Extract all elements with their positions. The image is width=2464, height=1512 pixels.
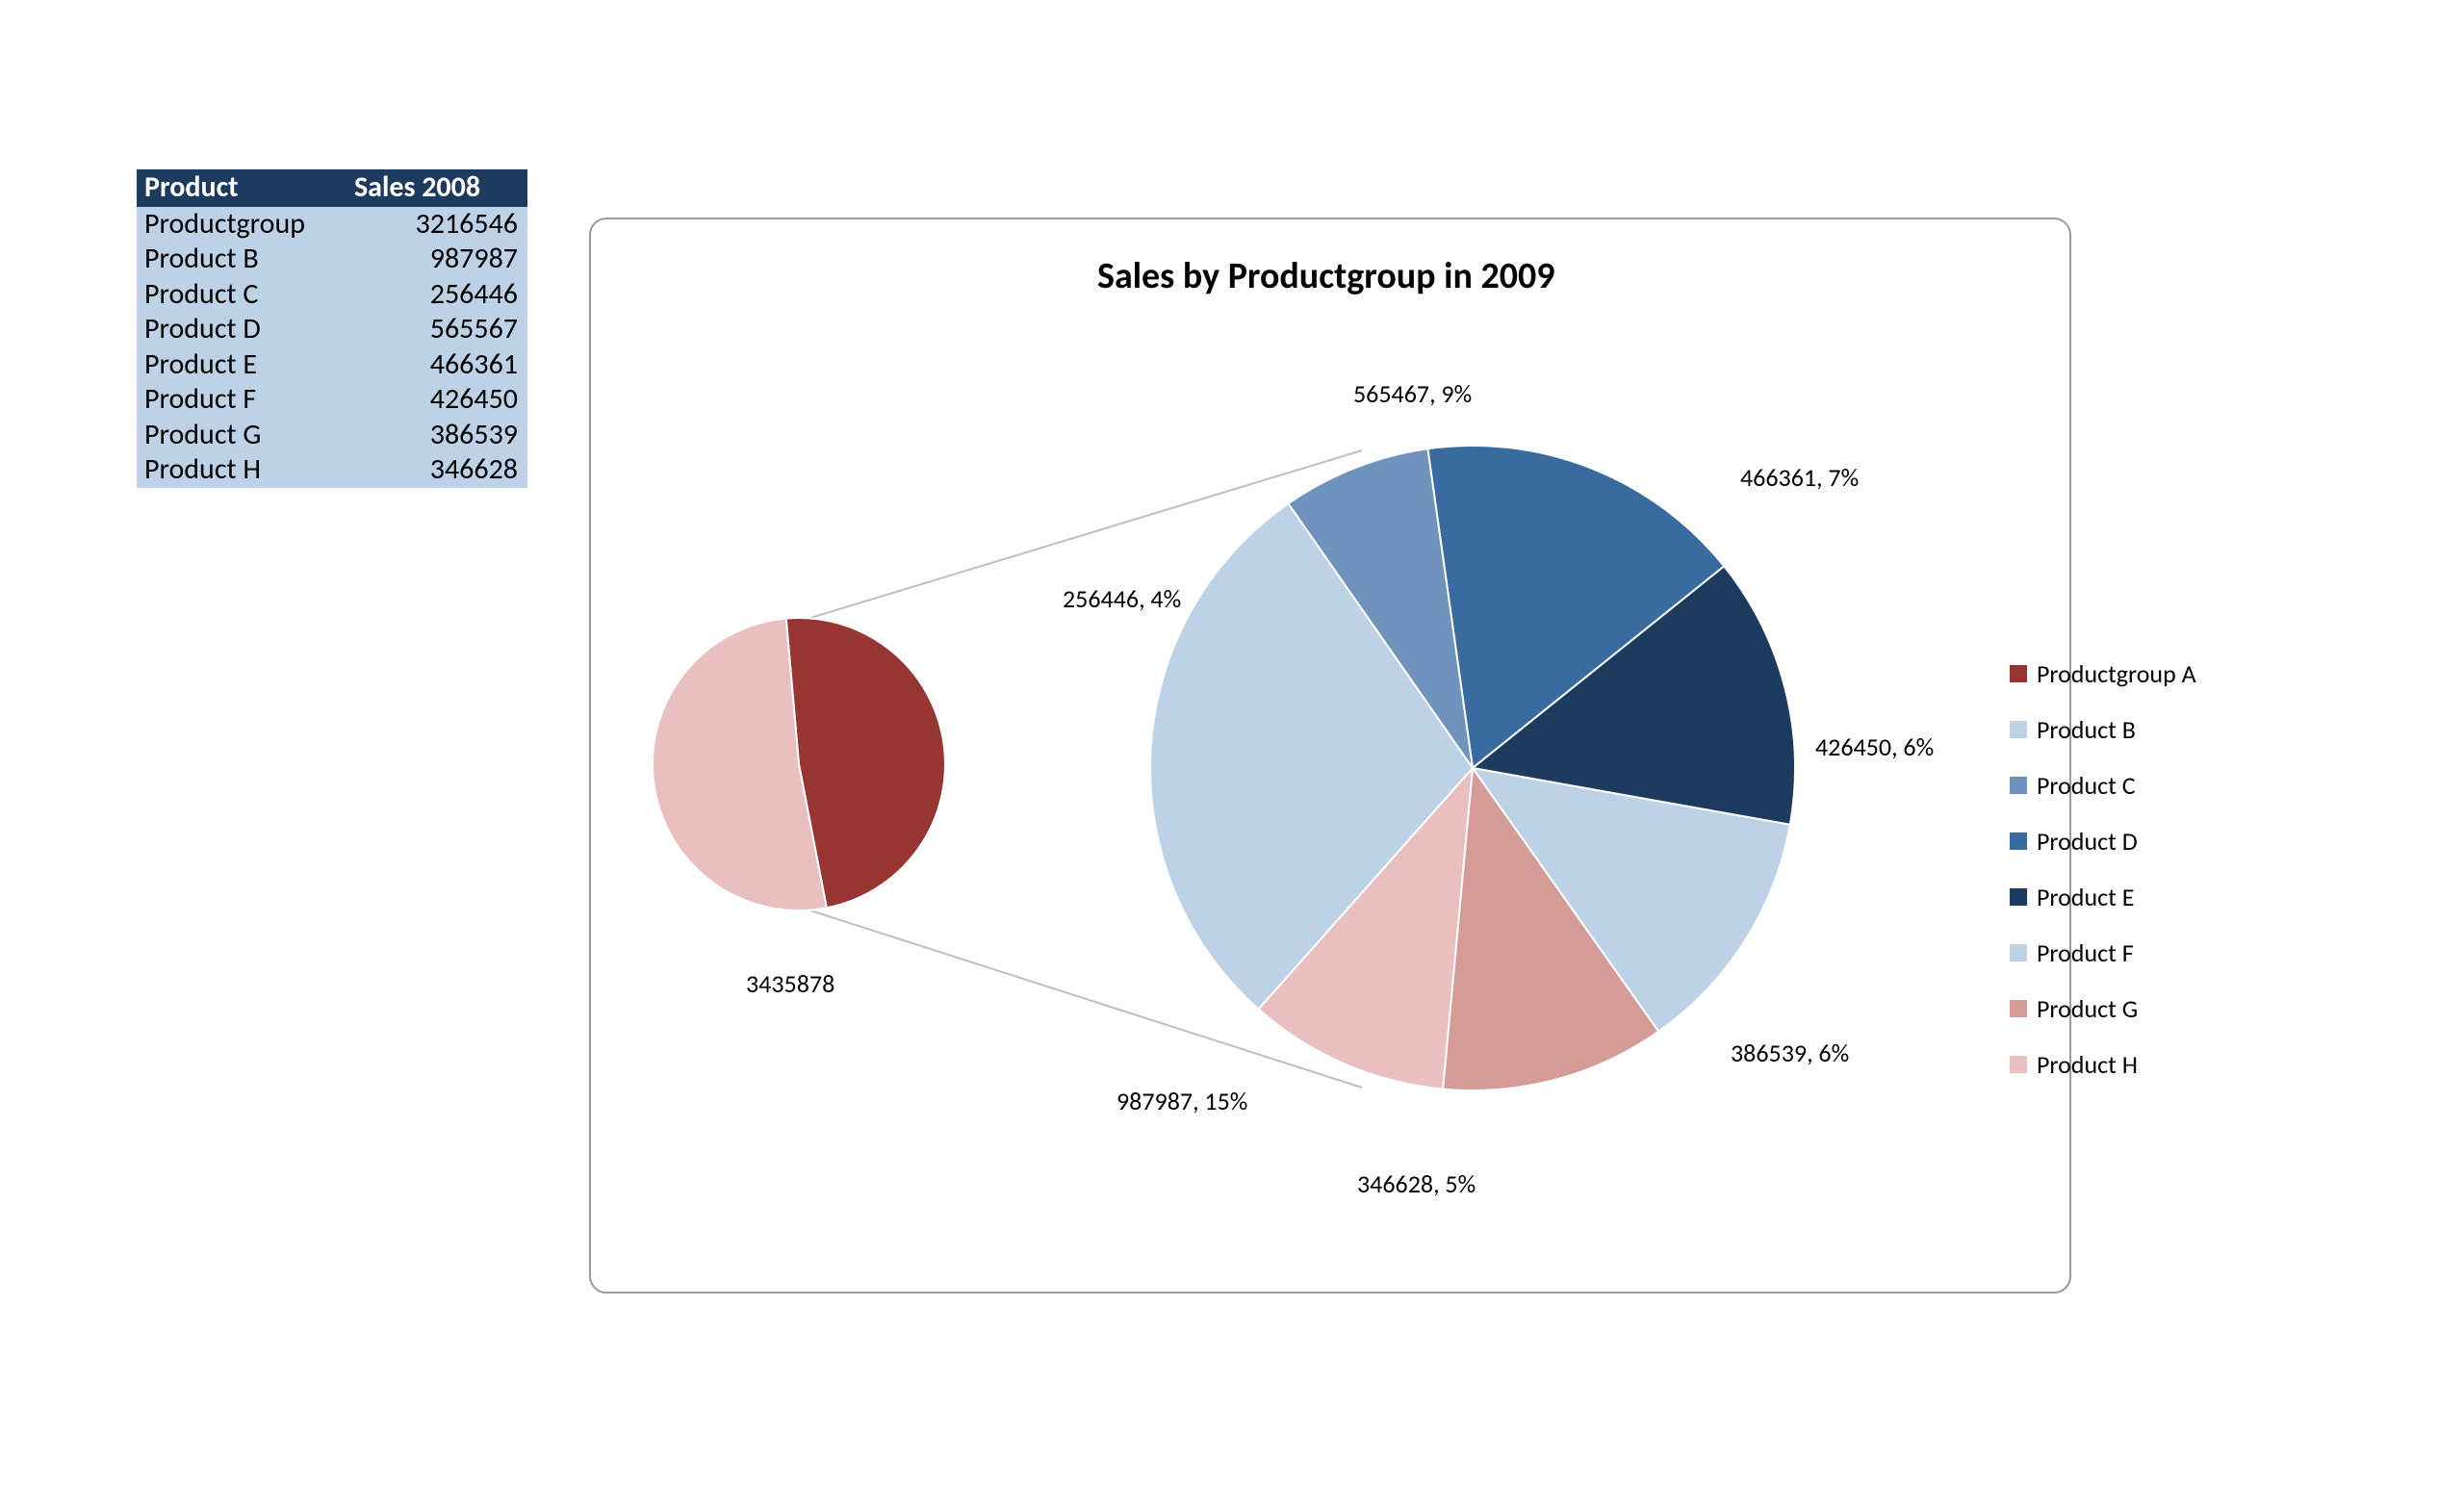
data-label: 466361, 7% [1740,462,1859,493]
data-label: 256446, 4% [1063,583,1181,614]
legend-label: Product F [2037,937,2134,968]
legend-swatch [2010,1000,2027,1017]
data-label: 565467, 9% [1353,378,1472,409]
legend-swatch [2010,944,2027,961]
legend-item: Productgroup A [2010,658,2196,689]
legend-label: Product G [2037,993,2138,1024]
legend-swatch [2010,833,2027,850]
legend-label: Product B [2037,714,2136,745]
legend-label: Productgroup A [2037,658,2196,689]
legend-item: Product F [2010,937,2196,968]
data-label: 386539, 6% [1731,1038,1849,1068]
primary-pie-value-label: 3435878 [746,968,834,999]
legend-swatch [2010,721,2027,738]
data-label: 346628, 5% [1357,1168,1476,1199]
legend-item: Product H [2010,1049,2196,1080]
canvas: ProductSales 2008 Productgroup3216546Pro… [0,0,2464,1512]
legend-label: Product E [2037,882,2134,912]
legend-item: Product C [2010,770,2196,801]
legend-item: Product B [2010,714,2196,745]
legend-item: Product G [2010,993,2196,1024]
chart-legend: Productgroup A Product B Product C Product … [2010,658,2196,1105]
legend-swatch [2010,665,2027,682]
legend-item: Product E [2010,882,2196,912]
legend-label: Product C [2037,770,2136,801]
legend-swatch [2010,888,2027,906]
legend-label: Product H [2037,1049,2138,1080]
data-label: 987987, 15% [1116,1086,1247,1116]
legend-swatch [2010,777,2027,794]
data-label: 426450, 6% [1815,731,1934,762]
legend-label: Product D [2037,826,2138,857]
legend-item: Product D [2010,826,2196,857]
legend-swatch [2010,1056,2027,1073]
